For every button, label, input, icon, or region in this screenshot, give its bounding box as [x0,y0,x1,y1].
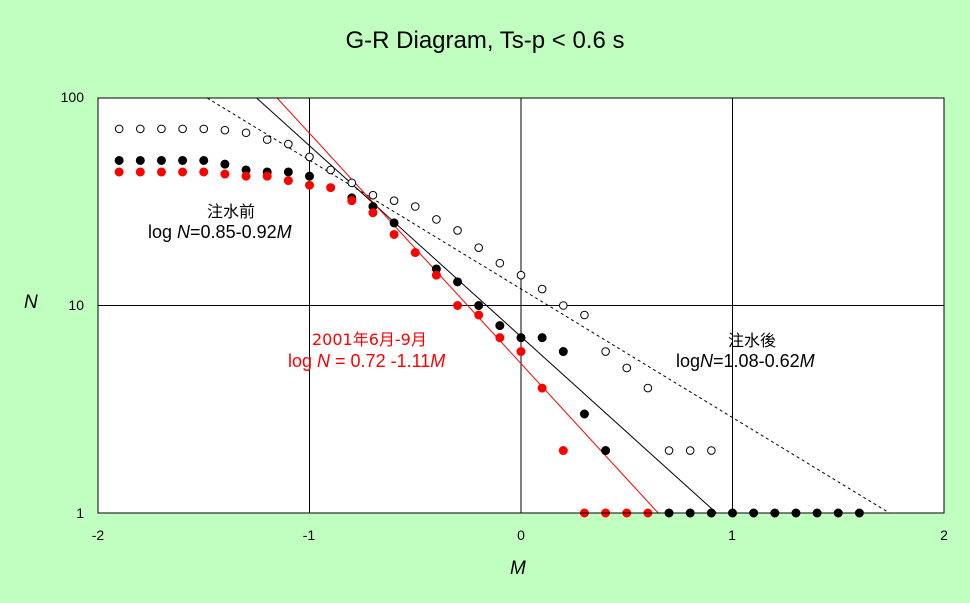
y-tick-label-10: 10 [68,297,84,313]
data-point [537,333,547,343]
data-point [199,167,209,177]
data-point [135,155,145,165]
data-point [326,165,335,175]
annotation-red-label: 2001年6月-9月 [312,330,427,349]
data-point [707,446,716,455]
data-point [558,446,568,456]
data-point [537,383,547,393]
data-point [305,171,314,181]
data-point [431,270,441,280]
data-point [410,248,420,258]
x-tick-label-1: 1 [728,527,736,543]
y-axis-label: N [24,292,38,313]
annotation-red-equation: log N = 0.72 -1.11M [288,351,446,371]
data-point [495,258,505,268]
data-point [368,208,378,218]
data-point [305,152,314,162]
plot-frame [97,97,945,514]
data-point [283,167,293,177]
data-point [114,167,124,177]
data-point [516,333,526,343]
data-point [305,180,314,190]
x-tick-label-neg2: -2 [91,527,105,543]
data-point [241,171,251,181]
data-point [135,167,145,177]
x-tick-label-2: 2 [940,527,948,543]
data-point [558,347,568,357]
data-point [474,310,484,320]
fit-line [276,98,659,513]
annotation-before-label: 注水前 [207,202,256,221]
data-point [389,196,399,205]
data-point [157,124,166,134]
data-point [410,202,420,211]
data-point [453,301,463,310]
data-point [114,155,124,165]
data-point [580,310,589,320]
data-point [389,229,399,239]
data-point [262,135,272,144]
data-point [199,155,209,165]
x-tick-label-0: 0 [517,527,525,543]
data-point [347,196,357,206]
data-point [347,178,357,188]
annotation-after-equation: logN=1.08-0.62M [676,351,815,371]
x-axis-label: M [510,558,526,579]
annotation-before-equation: log N=0.85-0.92M [148,222,292,242]
data-point [495,333,505,343]
y-tick-label-1: 1 [76,505,84,521]
y-tick-label-100: 100 [60,89,84,105]
data-point [622,363,632,373]
data-point [432,215,441,224]
data-point [199,124,209,134]
annotation-after-label: 注水後 [728,331,777,350]
data-point [601,446,611,456]
data-point [453,277,463,287]
data-point [326,183,336,193]
data-point [453,226,462,235]
x-tick-label-neg1: -1 [302,527,316,543]
data-point [262,171,272,181]
data-point [220,169,230,179]
data-point [114,124,124,134]
data-point [136,124,145,134]
data-point [220,125,230,135]
data-point [685,446,695,455]
data-point [368,190,378,200]
chart-title: G-R Diagram, Ts-p < 0.6 s [345,27,625,54]
data-point [579,409,589,419]
data-point [516,347,526,357]
data-point [283,176,293,186]
data-point [643,383,653,393]
data-point [559,301,568,310]
data-point [178,124,187,134]
data-point [389,218,399,228]
data-point [156,167,166,177]
data-point [516,270,526,280]
data-point [156,155,166,165]
data-point [601,347,610,356]
data-point [241,128,251,138]
data-point [178,155,188,165]
data-point [537,284,547,294]
data-point [664,446,674,455]
data-point [474,243,484,252]
data-point [178,167,188,177]
data-point [220,159,230,169]
data-point [495,321,505,331]
data-point [474,301,484,310]
data-point [284,139,293,149]
fit-line [206,98,890,513]
